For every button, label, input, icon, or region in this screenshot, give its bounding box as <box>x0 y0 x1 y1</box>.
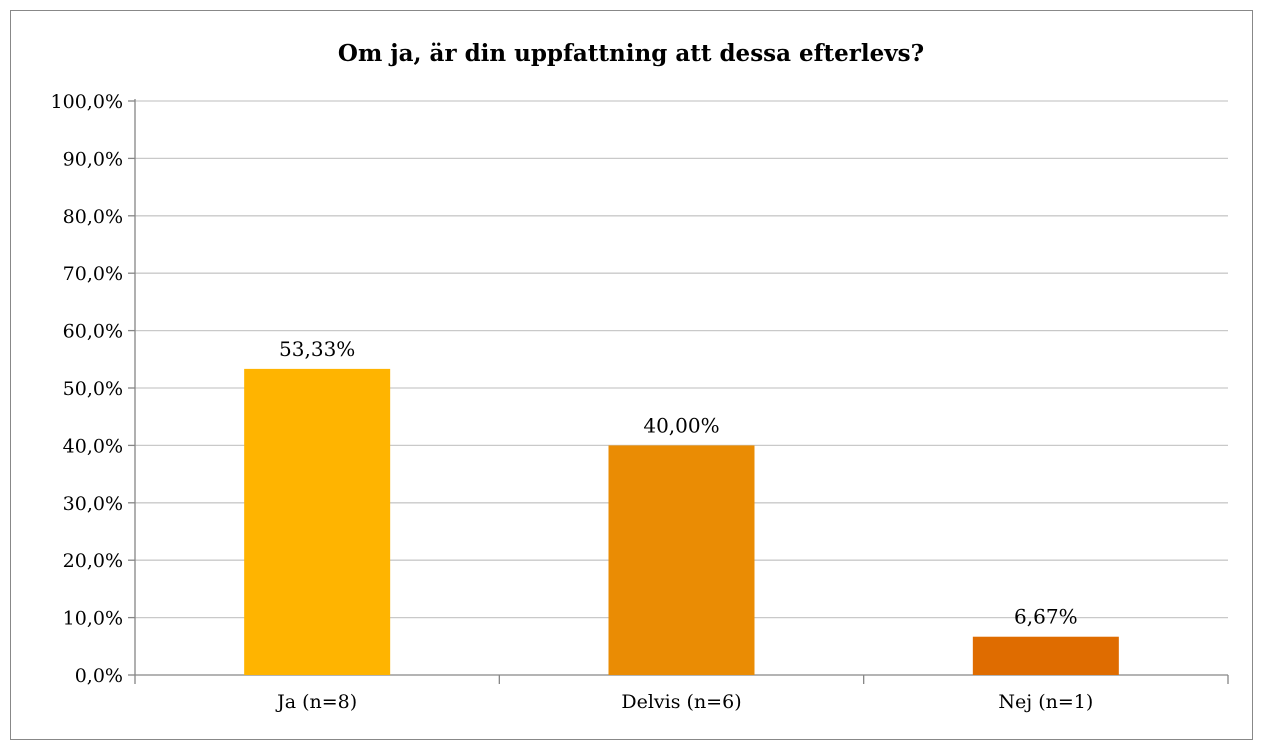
y-tick-label: 40,0% <box>63 435 123 457</box>
y-tick-label: 60,0% <box>63 321 123 343</box>
x-tick-label: Nej (n=1) <box>998 691 1093 713</box>
y-tick-label: 80,0% <box>63 206 123 228</box>
y-tick-label: 100,0% <box>51 91 123 113</box>
y-tick-label: 50,0% <box>63 378 123 400</box>
y-tick-label: 70,0% <box>63 263 123 285</box>
bar <box>608 445 755 675</box>
bar <box>972 636 1119 675</box>
x-tick-label: Delvis (n=6) <box>621 691 741 713</box>
bar <box>244 368 391 675</box>
y-tick-label: 20,0% <box>63 550 123 572</box>
x-tick-label: Ja (n=8) <box>275 691 357 713</box>
y-tick-label: 0,0% <box>75 665 123 687</box>
y-tick-label: 90,0% <box>63 148 123 170</box>
y-tick-label: 30,0% <box>63 493 123 515</box>
chart-title: Om ja, är din uppfattning att dessa efte… <box>337 40 925 67</box>
data-label: 6,67% <box>1014 605 1078 629</box>
data-label: 40,00% <box>643 413 719 437</box>
y-tick-label: 10,0% <box>63 608 123 630</box>
data-label: 53,33% <box>279 337 355 361</box>
